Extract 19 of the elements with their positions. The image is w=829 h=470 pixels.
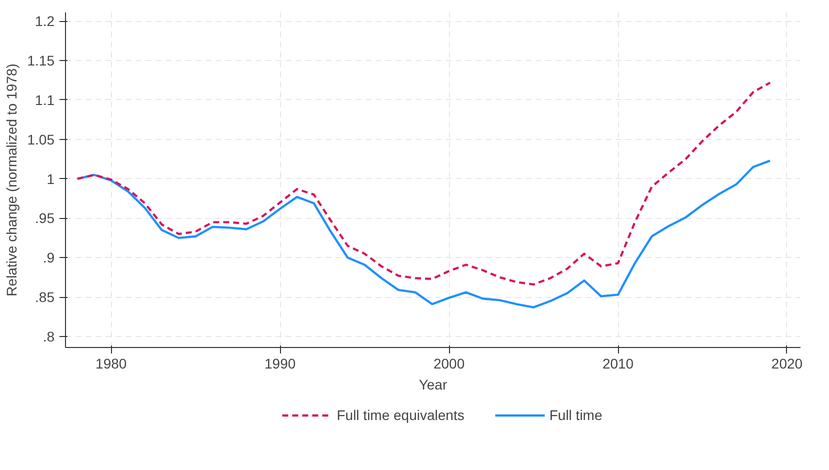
x-tick-label: 2020: [771, 356, 803, 372]
legend-label: Full time equivalents: [336, 407, 464, 423]
x-axis-title: Year: [418, 376, 448, 392]
y-tick-label: 1: [46, 170, 55, 187]
y-tick-label: .85: [35, 289, 55, 306]
y-tick-label: .8: [42, 328, 55, 344]
y-tick-label: 1.2: [35, 13, 55, 30]
y-tick-label: 1.1: [35, 92, 55, 108]
y-tick-label: .95: [35, 210, 55, 226]
x-tick-label: 2010: [602, 356, 634, 372]
y-tick-label: 1.15: [27, 52, 55, 69]
legend-label: Full time: [549, 407, 602, 423]
x-tick-label: 1990: [264, 356, 296, 372]
y-axis-title: Relative change (normalized to 1978): [3, 64, 20, 296]
y-tick-label: .9: [42, 250, 55, 266]
x-tick-label: 1980: [96, 356, 127, 372]
line-series: [76, 82, 772, 286]
x-tick-label: 2000: [433, 356, 465, 372]
y-tick-label: 1.05: [27, 131, 55, 148]
